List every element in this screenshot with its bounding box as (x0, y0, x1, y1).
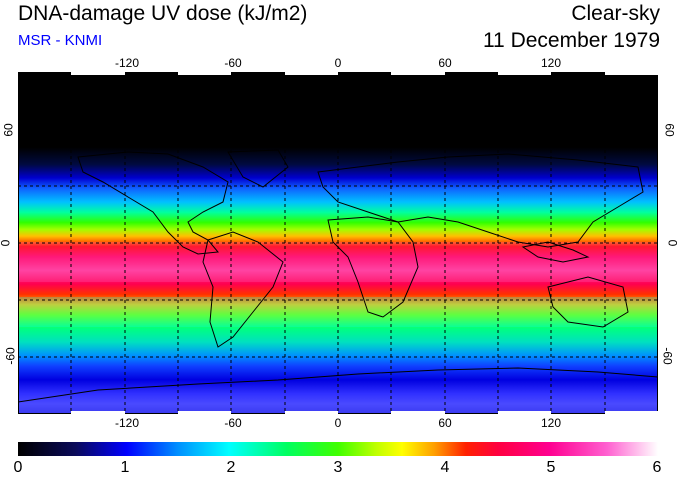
colorbar (18, 442, 658, 456)
indonesia-coast (521, 241, 590, 263)
uv-dose-map (18, 72, 658, 414)
lon-label-top-minus60: -60 (224, 56, 242, 70)
sky-condition-label: Clear-sky (571, 2, 660, 25)
lon-label-top-120: 120 (540, 56, 562, 70)
lon-label-bottom-minus120: -120 (114, 416, 140, 430)
lon-label-top-minus120: -120 (114, 56, 140, 70)
lon-label-bottom-120: 120 (540, 416, 562, 430)
coastlines (18, 149, 658, 403)
data-source-label: MSR - KNMI (18, 32, 103, 49)
north-america-coast (77, 151, 229, 255)
lon-label-bottom-60: 60 (438, 416, 452, 430)
africa-coast (327, 216, 419, 318)
date-label: 11 December 1979 (482, 29, 660, 52)
colorbar-tick-3: 3 (333, 459, 343, 476)
colorbar-tick-0: 0 (13, 459, 23, 476)
lon-label-top-0: 0 (334, 56, 342, 70)
lat-label-left-0: 0 (0, 240, 12, 247)
lat-label-right-0: 0 (666, 240, 678, 247)
colorbar-tick-6: 6 (652, 459, 662, 476)
colorbar-tick-5: 5 (546, 459, 556, 476)
antarctica-coast (18, 367, 658, 403)
lat-label-left-60: 60 (1, 123, 16, 137)
lat-label-right-minus60: -60 (660, 347, 675, 365)
lon-label-bottom-minus60: -60 (224, 416, 242, 430)
lon-label-top-60: 60 (438, 56, 452, 70)
europe-asia-coast (317, 153, 644, 248)
australia-coast (547, 276, 629, 328)
greenland-coast (227, 149, 289, 188)
colorbar-tick-1: 1 (120, 459, 130, 476)
lat-label-left-minus60: -60 (3, 347, 18, 365)
south-america-coast (202, 231, 284, 348)
graticule (18, 72, 658, 414)
colorbar-tick-4: 4 (440, 459, 450, 476)
lon-label-bottom-0: 0 (334, 416, 342, 430)
colorbar-tick-2: 2 (226, 459, 236, 476)
lat-label-right-60: 60 (662, 123, 677, 137)
map-title: DNA-damage UV dose (kJ/m2) (18, 2, 308, 25)
frame-ticks (71, 72, 658, 414)
